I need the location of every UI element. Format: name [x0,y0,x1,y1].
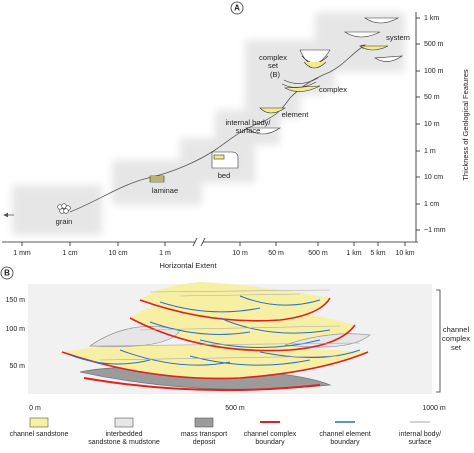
y-tick-label: 10 m [424,121,440,128]
x-tick-label: 0 m [29,405,41,412]
feature-label: system [386,33,410,42]
legend-swatch [114,417,134,428]
x-tick-label: 10 km [395,250,414,257]
y-tick-label: 100 m [424,68,444,75]
legend-label: deposit [193,439,216,446]
feature-label: set [268,61,279,70]
y-tick-label: 1 cm [424,201,439,208]
x-tick-label: 1 cm [62,250,77,257]
scale-boxes [12,12,405,235]
x-tick-label: 500 m [225,405,245,412]
x-axis [2,237,418,247]
bracket-label: complex [442,334,470,343]
x-tick-label: 10 m [232,250,248,257]
feature-label: surface [236,126,261,135]
x-tick-label: 1000 m [422,405,446,412]
x-tick-label: 10 cm [108,250,127,257]
legend-swatch [29,417,49,428]
feature-label: complex [259,53,287,62]
legend-label: channel complex [244,431,297,438]
legend-label: surface [409,439,432,446]
panel-label-circle [230,1,244,15]
panel-label: A [234,4,240,13]
x-tick-label: 1 mm [13,250,31,257]
feature-label: (B) [270,70,281,79]
legend-swatch [194,417,214,428]
y-tick-label: 1 m [424,148,436,155]
legend-label: sandstone & mudstone [88,439,160,446]
feature-label: laminae [152,186,178,195]
legend-label: internal body/ [399,431,441,438]
y-tick-label: 500 m [424,41,444,48]
y-tick-label: ~1 mm [424,227,446,234]
element-icon [259,107,286,114]
legend-label: mass transport [181,431,227,438]
legend-label: interbedded [106,431,143,438]
x-ticks: 1 mm 1 cm 10 cm 1 m 10 m 50 m 500 m 1 km 5 km 10 … [13,242,415,257]
cross-section [61,282,371,392]
feature-label: element [282,110,310,119]
feature-label: internal body/ [225,118,271,127]
y-ticks: 1 km 500 m 100 m 50 m 10 m 1 m 10 cm 1 cm ~1 mm [416,15,446,234]
x-tick-label: 50 m [268,250,284,257]
y-axis-title: Thickness of Geological Features [461,69,470,181]
panel-label: B [4,269,10,278]
growth-arrow [69,44,366,213]
y-tick-label: 150 m [6,297,26,304]
y-tick-label: 10 cm [424,174,443,181]
legend-label: boundary [255,439,285,446]
internal-body-icon [245,127,281,135]
x-tick-label: 1 km [346,250,361,257]
legend-label: channel sandstone [10,431,69,438]
feature-label: bed [218,171,231,180]
bracket-label: set [451,343,462,352]
x-tick-label: 1 m [159,250,171,257]
system-icon [344,17,404,62]
bed-icon [211,151,239,169]
panel-a: A [2,1,470,270]
laminae-icon [149,175,165,183]
y-tick-label: 1 km [424,15,439,22]
y-tick-label: 100 m [6,326,26,333]
complex-icon [281,77,321,92]
x-tick-label: 5 km [370,250,385,257]
y-tick-label: 50 m [9,363,25,370]
legend-label: channel element [319,431,370,438]
complex-set-icon [299,49,331,69]
bracket-label: channel [443,325,470,334]
x-axis-title: Horizontal Extent [159,261,217,270]
panel-b-ticks: 150 m 100 m 50 m 0 m 500 m 1000 m [6,297,446,412]
feature-label: complex [319,85,347,94]
panel-b: B [0,266,470,446]
grain-icon [57,203,71,214]
panel-label-circle [0,266,14,280]
bracket [436,289,441,393]
x-tick-label: 500 m [308,250,328,257]
feature-label: grain [56,217,73,226]
y-tick-label: 50 m [424,94,440,101]
legend-label: boundary [330,439,360,446]
